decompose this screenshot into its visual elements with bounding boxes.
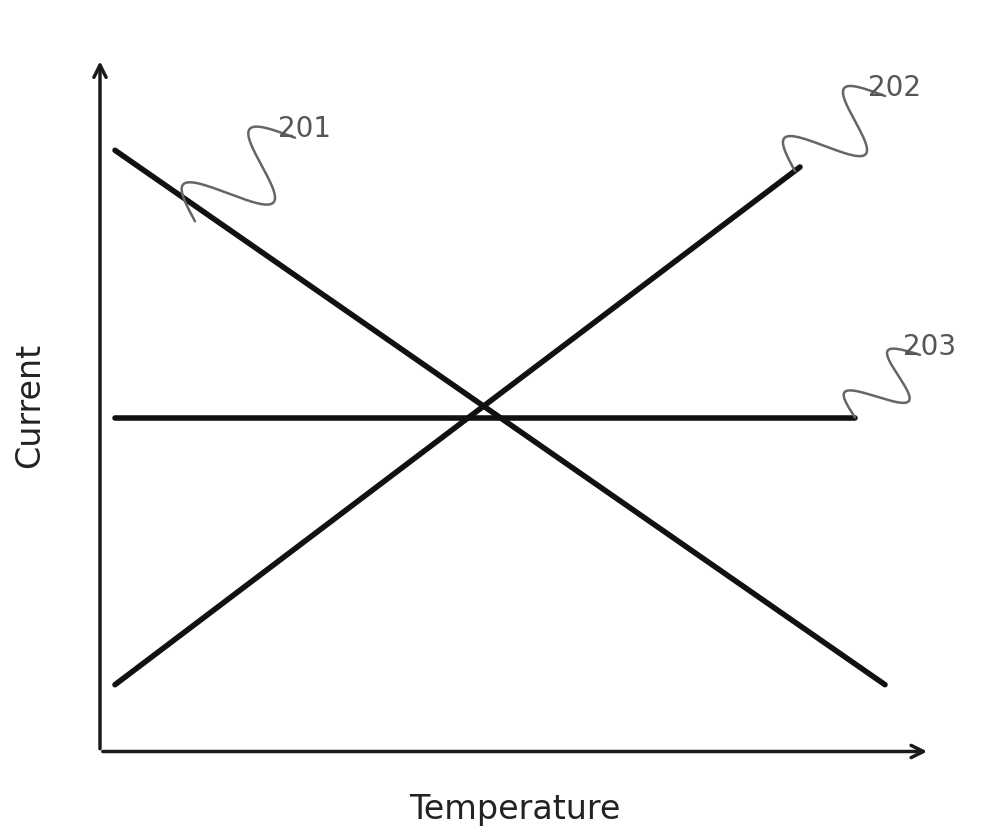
Text: 202: 202 <box>868 73 922 102</box>
Text: Current: Current <box>13 342 46 468</box>
Text: 203: 203 <box>903 332 957 361</box>
Text: 201: 201 <box>278 115 332 144</box>
Text: Temperature: Temperature <box>409 793 621 827</box>
